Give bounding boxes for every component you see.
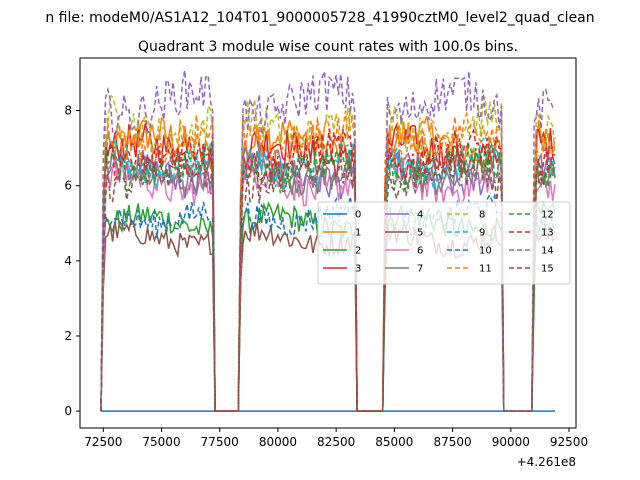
legend-label: 5: [417, 228, 423, 239]
figure-suptitle: n file: modeM0/AS1A12_104T01_9000005728_…: [45, 10, 594, 26]
legend-label: 10: [479, 246, 492, 257]
legend-label: 15: [541, 264, 554, 275]
legend-label: 6: [417, 246, 423, 257]
series-line-4: [100, 147, 556, 412]
x-tick-label: 87500: [433, 435, 471, 449]
legend-label: 8: [479, 210, 485, 221]
series-line-12: [100, 142, 556, 412]
legend-box: [317, 201, 571, 285]
x-tick-label: 75000: [142, 435, 180, 449]
x-tick-label: 72500: [84, 435, 122, 449]
series-line-15: [100, 153, 556, 412]
legend-label: 13: [541, 228, 554, 239]
y-tick-label: 6: [64, 179, 72, 193]
legend-label: 0: [355, 210, 361, 221]
legend-label: 12: [541, 210, 554, 221]
legend-label: 14: [541, 246, 554, 257]
y-tick-label: 8: [64, 104, 72, 118]
series-line-14: [100, 70, 556, 412]
legend-label: 4: [417, 210, 423, 221]
x-axis: 72500 75000 77500 80000 82500 85000 87500 90000…: [84, 428, 588, 449]
x-tick-label: 82500: [317, 435, 355, 449]
y-axis: 0 2 4 6 8: [64, 104, 80, 418]
series-line-13: [100, 128, 556, 412]
legend-label: 3: [355, 264, 361, 275]
y-tick-label: 0: [64, 404, 72, 418]
series-line-6: [100, 157, 556, 412]
y-tick-label: 4: [64, 254, 72, 268]
x-tick-label: 77500: [201, 435, 239, 449]
legend-label: 1: [355, 228, 361, 239]
chart-title: Quadrant 3 module wise count rates with …: [138, 39, 518, 55]
x-tick-label: 92500: [550, 435, 588, 449]
legend-label: 7: [417, 264, 423, 275]
plot-frame: [79, 57, 577, 429]
series-line-8: [100, 94, 556, 412]
series-line-11: [100, 110, 556, 412]
legend-label: 11: [479, 264, 492, 275]
x-tick-label: 80000: [259, 435, 297, 449]
y-tick-label: 2: [64, 329, 72, 343]
legend-label: 2: [355, 246, 361, 257]
legend-label: 9: [479, 228, 485, 239]
x-tick-label: 90000: [492, 435, 530, 449]
x-tick-label: 85000: [375, 435, 413, 449]
x-offset-label: +4.261e8: [517, 455, 576, 469]
